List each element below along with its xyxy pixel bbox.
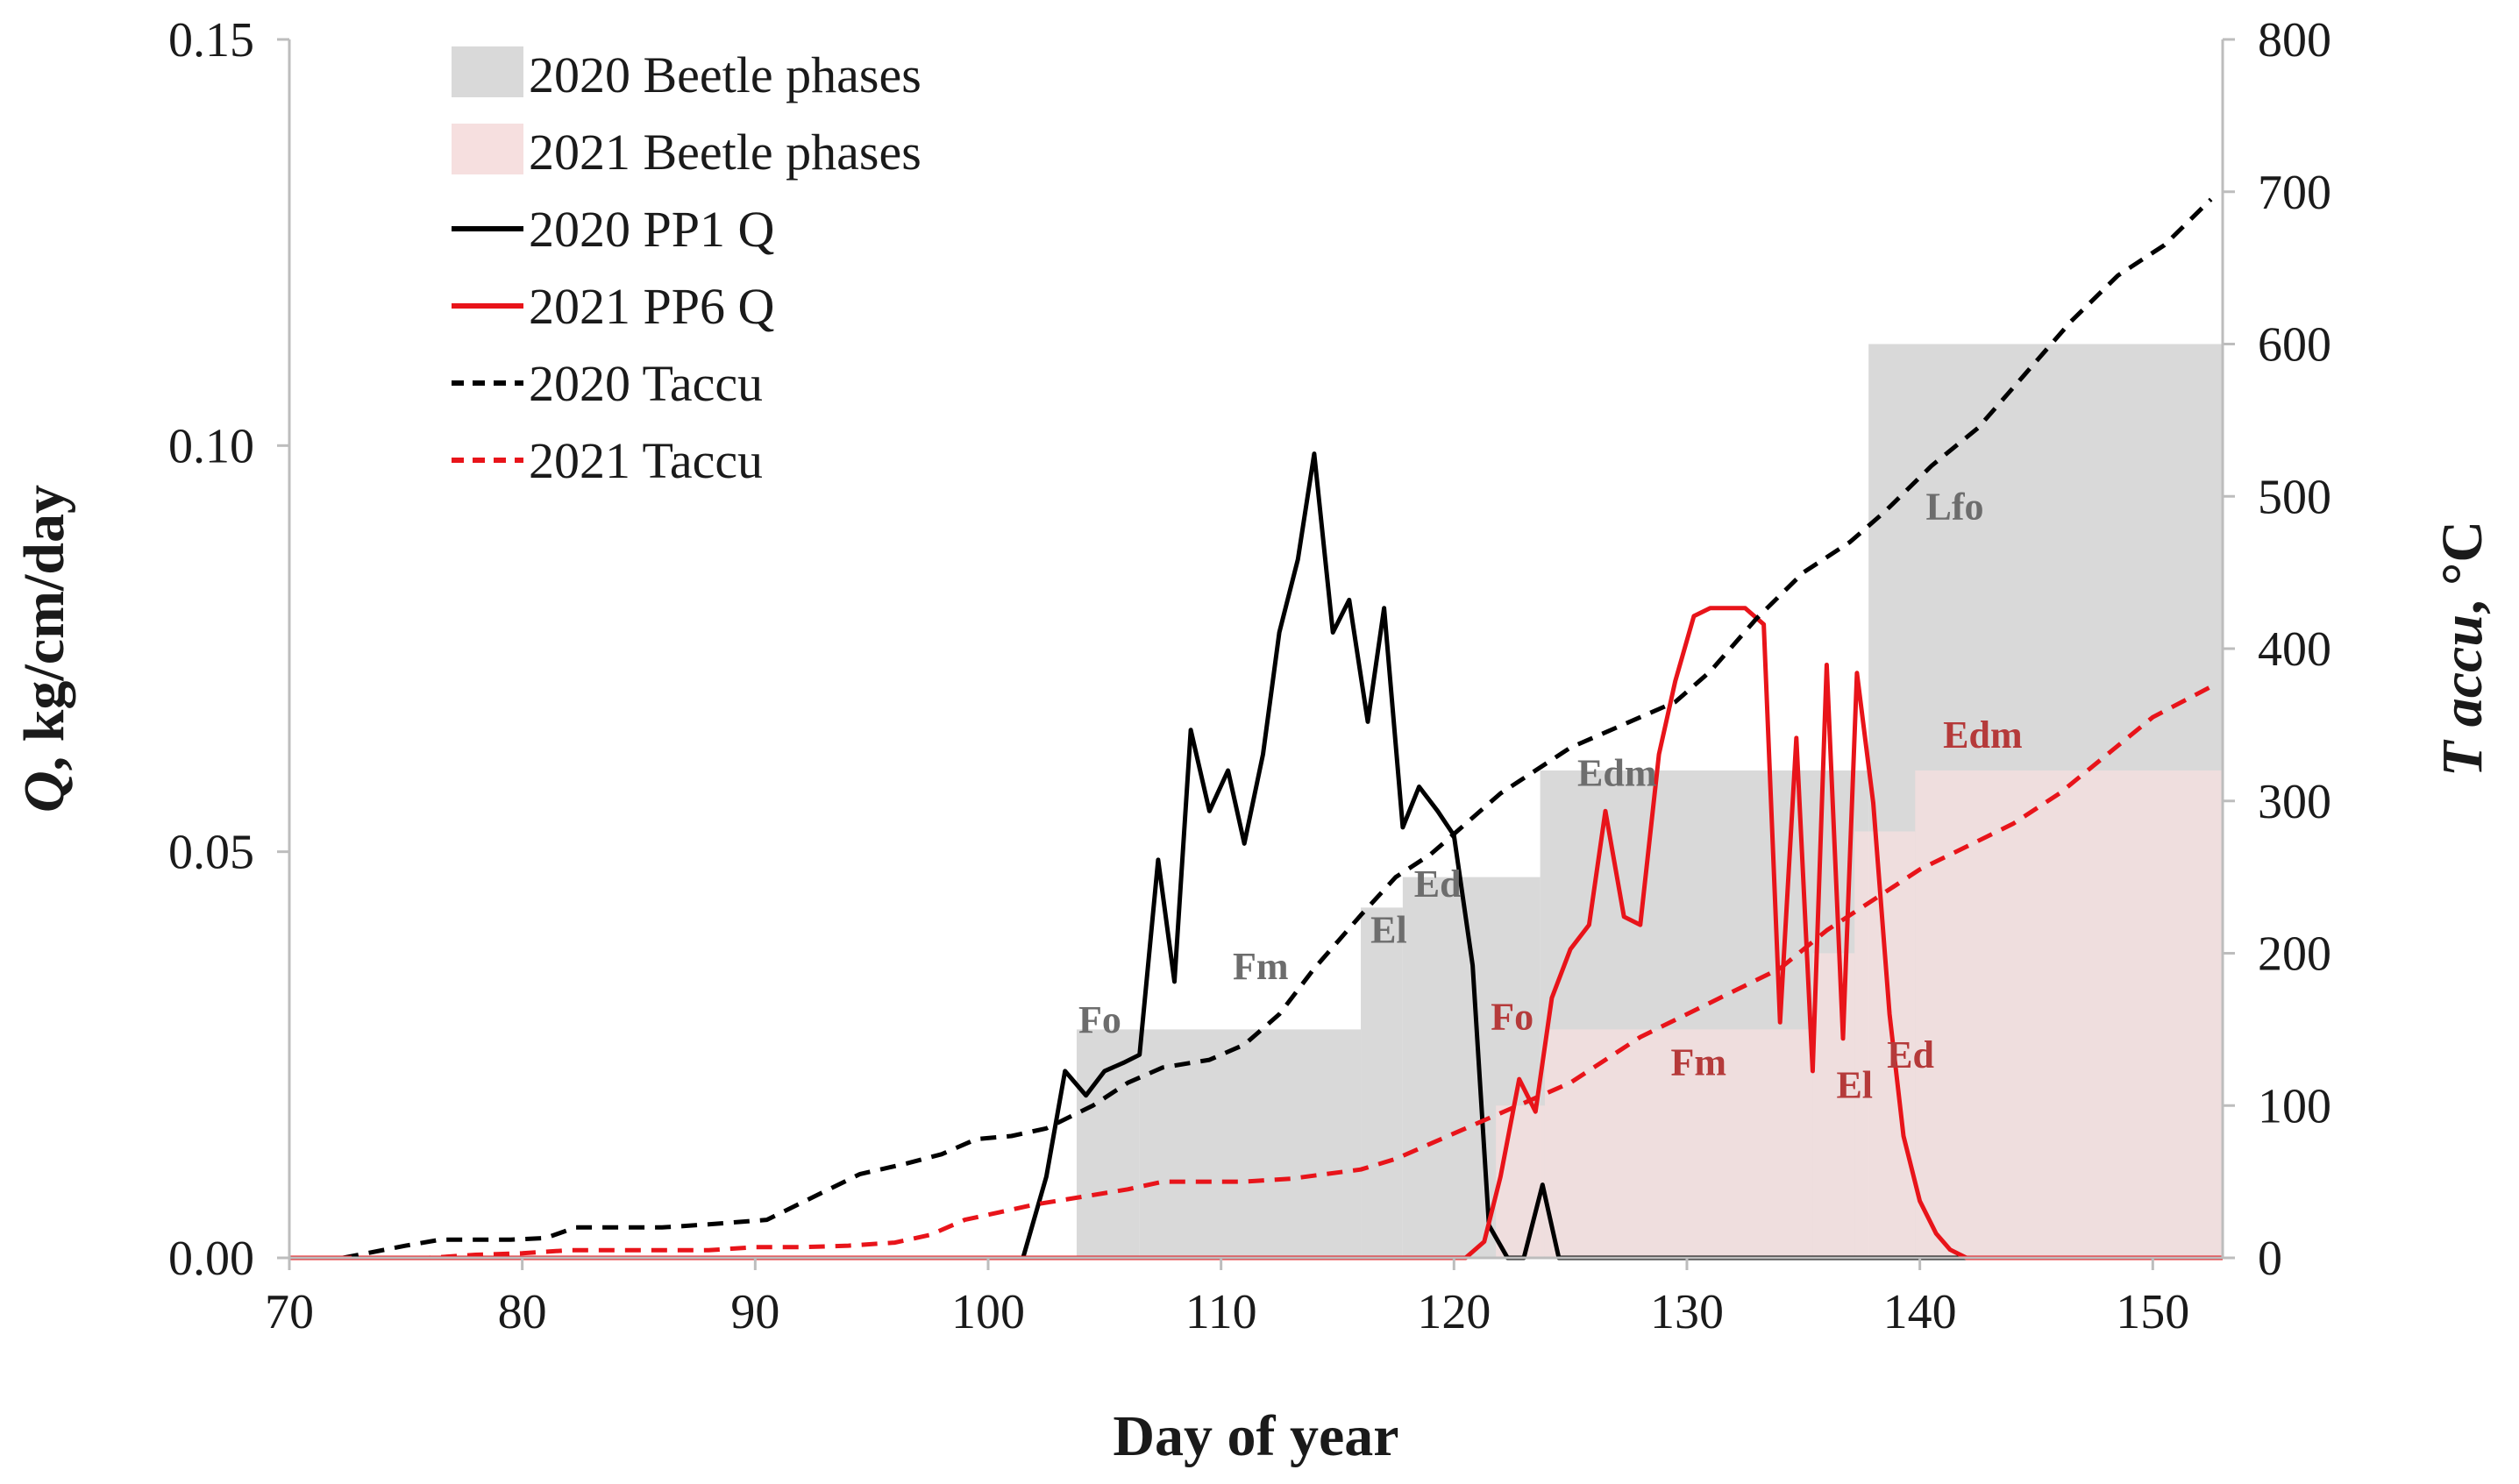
y-right-tick-label: 0	[2258, 1232, 2282, 1286]
legend: 2020 Beetle phases 2021 Beetle phases 2020…	[452, 46, 921, 489]
x-tick-label: 120	[1417, 1285, 1491, 1339]
y-right-tick-label: 500	[2258, 470, 2331, 524]
legend-2021-beetle-phases-label: 2021 Beetle phases	[529, 124, 921, 181]
phase-2020-block-fo	[1076, 1029, 1140, 1258]
x-tick-label: 100	[951, 1285, 1025, 1339]
y-right-tick-label: 600	[2258, 318, 2331, 373]
y-right-tick-label: 100	[2258, 1079, 2331, 1133]
series-line-2020-taccu	[342, 197, 2213, 1260]
phase-2021-block-fo	[1496, 1105, 1545, 1258]
y-axis-left-title: Q, kg/cm/day	[12, 485, 76, 813]
phase-2020-label-fo: Fo	[1078, 998, 1121, 1041]
x-tick-label: 90	[730, 1285, 779, 1339]
phase-2021-block-edm	[1915, 770, 2223, 1258]
legend-2021-pp6-q-label: 2021 PP6 Q	[529, 278, 774, 335]
y-right-tick-label: 300	[2258, 775, 2331, 829]
x-tick-label: 110	[1185, 1285, 1257, 1339]
phase-2020-label-el: El	[1370, 908, 1407, 951]
x-tick-label: 140	[1883, 1285, 1957, 1339]
x-tick-label: 70	[265, 1285, 314, 1339]
phase-2021-label-fm: Fm	[1670, 1041, 1726, 1084]
phase-2021-label-fo: Fo	[1491, 995, 1533, 1038]
y-left-tick-label: 0.05	[168, 826, 254, 880]
y-right-tick-label: 200	[2258, 927, 2331, 982]
y-left-tick-label: 0.15	[168, 13, 254, 67]
phase-2020-label-edm: Edm	[1577, 751, 1656, 794]
y-axis-right-title: T accu, °C	[2430, 521, 2494, 777]
phase-2020-label-lfo: Lfo	[1925, 485, 1983, 528]
y-right-tick-label: 700	[2258, 166, 2331, 220]
x-tick-label: 80	[498, 1285, 547, 1339]
phase-2021-block-ed	[1854, 831, 1916, 1258]
series-line-2021-pp6-q	[289, 606, 2223, 1260]
y-right-tick-label: 800	[2258, 13, 2331, 67]
axes-layer: 70 80 90 100 110 120 130 140 150 0.00 0.05 0.10 0.15…	[12, 13, 2494, 1468]
legend-2020-beetle-phases-label: 2020 Beetle phases	[529, 46, 921, 103]
y-axis-left-title-italic: Q	[12, 770, 76, 813]
y-axis-left-title-rest: , kg/cm/day	[12, 485, 76, 770]
phase-2021-block-el	[1812, 953, 1855, 1258]
y-axis-right-title-italic: T accu	[2430, 614, 2494, 777]
y-axis-right-title-rest: , °C	[2430, 521, 2494, 614]
x-tick-label: 130	[1650, 1285, 1724, 1339]
y-left-tick-label: 0.00	[168, 1232, 254, 1286]
x-tick-label: 150	[2116, 1285, 2189, 1339]
phase-2020-label-fm: Fm	[1233, 945, 1289, 988]
phase-2020-label-ed: Ed	[1414, 863, 1462, 905]
phase-2021-label-el: El	[1836, 1064, 1873, 1107]
legend-2020-taccu-label: 2020 Taccu	[529, 355, 763, 412]
phase-2020-block-el	[1361, 907, 1403, 1258]
phase-2021-label-edm: Edm	[1943, 714, 2022, 756]
phase-2020-block-fm	[1139, 1029, 1362, 1258]
y-right-tick-label: 400	[2258, 622, 2331, 677]
legend-2020-pp1-q-label: 2020 PP1 Q	[529, 201, 774, 258]
phase-2021-label-ed: Ed	[1887, 1033, 1934, 1076]
legend-2021-beetle-phases-swatch	[452, 124, 523, 174]
phase-2021-block-fm	[1544, 1029, 1813, 1258]
legend-2021-taccu-label: 2021 Taccu	[529, 432, 763, 489]
legend-2020-beetle-phases-swatch	[452, 46, 523, 97]
y-left-tick-label: 0.10	[168, 419, 254, 473]
x-axis-title: Day of year	[1113, 1404, 1398, 1468]
